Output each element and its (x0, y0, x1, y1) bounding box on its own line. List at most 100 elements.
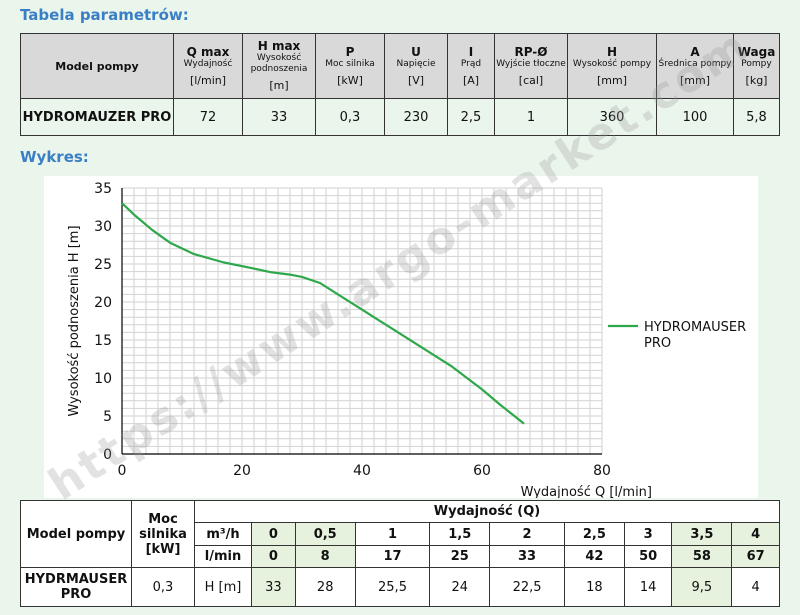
param-header: H max Wysokość podnoszenia [m] (242, 33, 316, 99)
m3h-cell: 0 (251, 522, 296, 546)
param-desc: Prąd (460, 58, 482, 69)
param-header: Q max Wydajność [l/min] (173, 33, 243, 99)
lmin-cell: 67 (731, 544, 780, 569)
param-header: U Napięcie [V] (384, 33, 448, 99)
x-axis-label: Wydajność Q [l/min] (521, 485, 652, 498)
h-cell: 33 (251, 567, 296, 607)
param-desc: Wydajność (183, 58, 233, 69)
chart-heading: Wykres: (20, 148, 89, 166)
param-header: RP-Ø Wyjście tłoczne [cal] (494, 33, 568, 99)
y-tick-label: 35 (94, 181, 112, 197)
m3h-cell: 2,5 (563, 522, 625, 546)
param-desc: Napięcie (396, 58, 436, 69)
x-tick-label: 60 (473, 463, 491, 479)
model-name: HYDROMAUZER PRO (20, 98, 174, 136)
lmin-cell: 17 (354, 544, 431, 569)
param-symbol: Q max (186, 44, 230, 59)
m3h-cell: 2 (489, 522, 565, 546)
chart-svg: 0 20 40 60 80 0 5 10 15 20 25 30 35 Wydajność Q [l/mi… (67, 181, 746, 500)
m3h-cell: 3,5 (671, 522, 733, 546)
param-symbol: I (468, 44, 474, 59)
model-header: Model pompy (20, 33, 174, 99)
lmin-cell: 8 (294, 544, 356, 569)
param-symbol: P (345, 44, 355, 59)
y-tick-label: 10 (94, 371, 112, 387)
m3h-cell: 0,5 (294, 522, 356, 546)
y-tick-label: 5 (103, 409, 112, 425)
parameters-table: Model pompy Q max Wydajność [l/min] H max W… (20, 33, 780, 136)
param-desc: Średnica pompy (658, 58, 732, 69)
param-unit: [kg] (745, 73, 768, 87)
power-value: 0,3 (131, 567, 195, 607)
lmin-cell: 58 (671, 544, 733, 569)
param-value: 360 (567, 98, 657, 136)
param-symbol: A (690, 44, 700, 59)
h-cell: 28 (294, 567, 356, 607)
row-label-lmin: l/min (194, 544, 252, 569)
m3h-cell: 1 (354, 522, 431, 546)
param-symbol: RP-Ø (514, 44, 548, 59)
y-tick-label: 30 (94, 219, 112, 235)
lmin-cell: 0 (251, 544, 296, 569)
param-unit: [cal] (518, 73, 544, 87)
lmin-cell: 25 (429, 544, 491, 569)
lmin-cell: 33 (489, 544, 565, 569)
param-header: I Prąd [A] (447, 33, 495, 99)
x-tick-label: 0 (118, 463, 127, 479)
param-unit: [V] (407, 73, 425, 87)
m3h-cell: 1,5 (429, 522, 491, 546)
h-cell: 22,5 (489, 567, 565, 607)
lmin-cell: 50 (623, 544, 673, 569)
y-tick-label: 15 (94, 333, 112, 349)
param-header: A Średnica pompy [mm] (656, 33, 734, 99)
param-header: P Moc silnika [kW] (315, 33, 385, 99)
h-cell: 9,5 (671, 567, 733, 607)
lmin-cell: 42 (563, 544, 625, 569)
param-desc: Moc silnika (325, 58, 375, 69)
param-unit: [mm] (679, 73, 710, 87)
x-tick-label: 80 (593, 463, 611, 479)
model-name: HYDRMAUSER PRO (20, 567, 132, 607)
param-symbol: Waga (737, 44, 776, 59)
param-value: 0,3 (315, 98, 385, 136)
params-heading: Tabela parametrów: (20, 6, 189, 24)
param-symbol: H max (257, 39, 301, 53)
legend-label: HYDROMAUSER (644, 320, 746, 335)
m3h-cell: 3 (623, 522, 673, 546)
x-tick-label: 40 (353, 463, 371, 479)
param-symbol: H (606, 44, 618, 59)
param-value: 33 (242, 98, 316, 136)
h-cell: 4 (731, 567, 780, 607)
h-cell: 25,5 (354, 567, 431, 607)
param-desc: Wyjście tłoczne (496, 58, 566, 69)
param-header: Waga Pompy [kg] (733, 33, 780, 99)
m3h-cell: 4 (731, 522, 780, 546)
param-value: 72 (173, 98, 243, 136)
row-label-m3h: m³/h (194, 522, 252, 546)
performance-table: Model pompy Moc silnika [kW] Wydajność (… (20, 499, 780, 607)
param-value: 2,5 (447, 98, 495, 136)
param-unit: [kW] (337, 73, 363, 87)
param-unit: [l/min] (189, 73, 227, 87)
param-unit: [m] (269, 79, 289, 92)
legend-label-cont: PRO (644, 336, 671, 351)
param-value: 100 (656, 98, 734, 136)
y-axis-label: Wysokość podnoszenia H [m] (67, 225, 82, 416)
param-unit: [mm] (596, 73, 627, 87)
param-value: 1 (494, 98, 568, 136)
x-tick-label: 20 (233, 463, 251, 479)
row-label-h: H [m] (194, 567, 252, 607)
param-value: 5,8 (733, 98, 780, 136)
y-tick-label: 25 (94, 257, 112, 273)
h-cell: 14 (623, 567, 673, 607)
param-desc: Wysokość podnoszenia (250, 53, 308, 74)
y-tick-label: 0 (103, 447, 112, 463)
series-line (121, 202, 525, 425)
power-header: Moc silnika [kW] (131, 499, 195, 569)
y-tick-label: 20 (94, 295, 112, 311)
model-header: Model pompy (20, 499, 132, 569)
param-unit: [A] (462, 73, 480, 87)
param-desc: Wysokość pompy (572, 58, 652, 69)
capacity-header: Wydajność (Q) (194, 499, 780, 524)
pump-curve-chart: 0 20 40 60 80 0 5 10 15 20 25 30 35 Wydajność Q [l/mi… (44, 176, 758, 500)
